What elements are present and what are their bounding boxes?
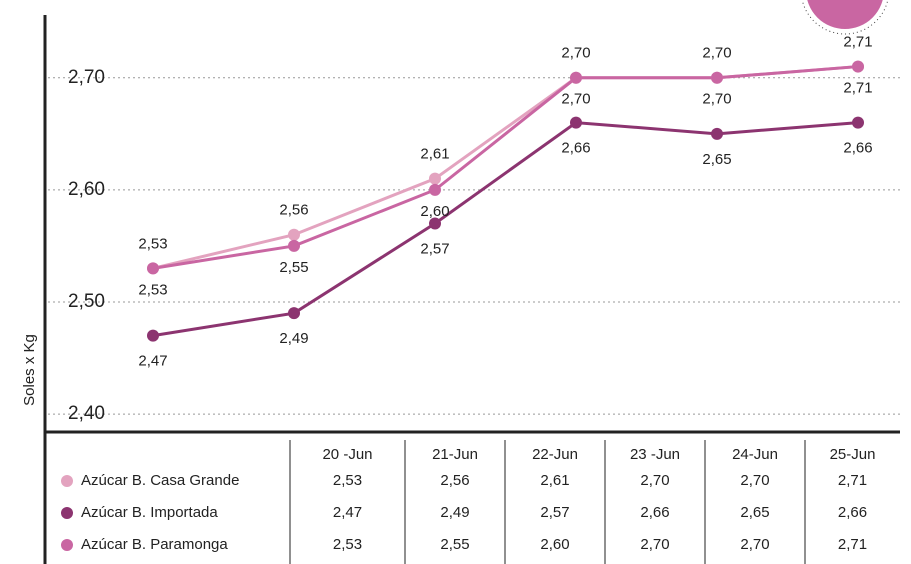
table-cell: 2,53 [333,472,362,489]
data-point [429,183,441,196]
data-label: 2,70 [702,91,731,108]
table-cell: 2,70 [740,472,769,489]
data-label: 2,70 [561,91,590,108]
table-header: 25-Jun [830,446,876,463]
legend-label: Azúcar B. Importada [81,504,218,521]
table-cell: 2,65 [740,504,769,521]
table-header: 24-Jun [732,446,778,463]
data-label: 2,49 [279,330,308,347]
table-header: 21-Jun [432,446,478,463]
logo [805,0,885,31]
table-cell: 2,70 [740,536,769,553]
table-cell: 2,57 [540,504,569,521]
y-tick-label: 2,60 [68,179,105,200]
data-label: 2,57 [420,240,449,257]
table-cell: 2,60 [540,536,569,553]
data-point [288,239,300,252]
legend-marker [61,507,73,519]
data-point [711,71,723,84]
table-cell: 2,49 [440,504,469,521]
table-cell: 2,70 [640,536,669,553]
data-point [852,116,864,129]
data-point [852,60,864,73]
table-cell: 2,56 [440,472,469,489]
data-point [570,116,582,129]
data-label: 2,53 [138,235,167,252]
data-label: 2,55 [279,259,308,276]
data-label: 2,56 [279,202,308,219]
data-label: 2,60 [420,203,449,220]
data-point [288,228,300,241]
data-point [288,307,300,320]
y-axis-label: Soles x Kg [21,334,38,406]
data-label: 2,65 [702,151,731,168]
table-cell: 2,61 [540,472,569,489]
data-label: 2,61 [420,146,449,163]
data-label: 2,70 [702,45,731,62]
y-tick-label: 2,70 [68,67,105,88]
table-header: 20 -Jun [322,446,372,463]
series-line [152,65,859,270]
legend-label: Azúcar B. Casa Grande [81,472,239,489]
table-cell: 2,55 [440,536,469,553]
table-cell: 2,66 [640,504,669,521]
data-point [429,217,441,230]
table-header: 22-Jun [532,446,578,463]
table-cell: 2,53 [333,536,362,553]
data-label: 2,66 [843,140,872,157]
data-point [711,127,723,140]
table-cell: 2,70 [640,472,669,489]
data-label: 2,71 [843,80,872,97]
table-cell: 2,66 [838,504,867,521]
table-cell: 2,71 [838,472,867,489]
data-label: 2,71 [843,34,872,51]
legend-marker [61,539,73,551]
data-label: 2,47 [138,353,167,370]
series-line [152,121,859,338]
table-header: 23 -Jun [630,446,680,463]
series-line [152,65,859,270]
data-label: 2,70 [561,45,590,62]
table-cell: 2,71 [838,536,867,553]
table-cell: 2,47 [333,504,362,521]
data-point [147,329,159,342]
legend-marker [61,475,73,487]
data-point [147,262,159,275]
y-tick-label: 2,50 [68,291,105,312]
legend-label: Azúcar B. Paramonga [81,536,228,553]
data-label: 2,66 [561,140,590,157]
data-point [429,172,441,185]
data-label: 2,53 [138,281,167,298]
data-point [570,71,582,84]
y-tick-label: 2,40 [68,403,105,424]
